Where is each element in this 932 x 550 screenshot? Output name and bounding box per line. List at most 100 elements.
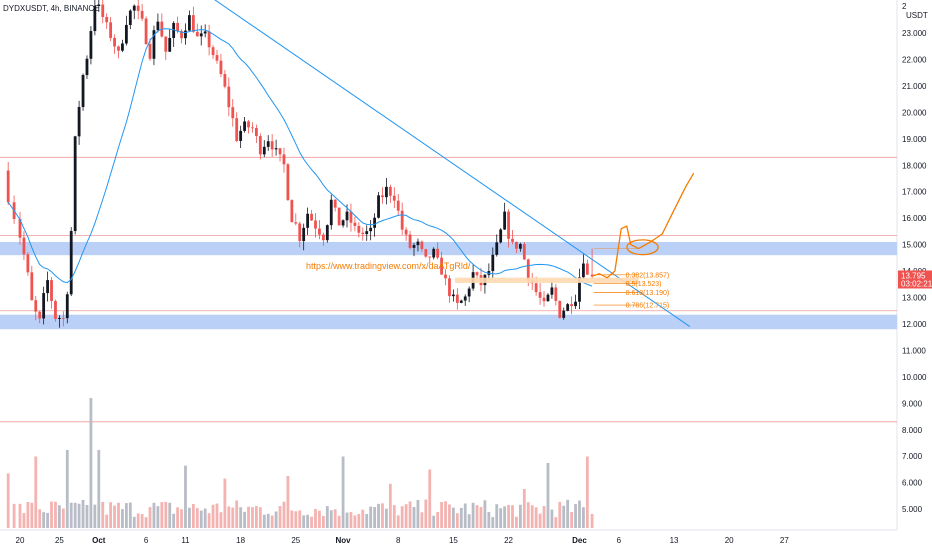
volume-bar — [85, 505, 89, 528]
candle-body — [416, 241, 420, 246]
time-tick-label: 8 — [396, 536, 401, 545]
time-tick-label: 20 — [725, 536, 734, 545]
candle-body — [408, 234, 412, 248]
volume-bar — [188, 507, 191, 528]
drawings[interactable] — [213, 0, 695, 328]
candle-body — [247, 121, 250, 128]
price-tick-label: 12.000 — [902, 320, 927, 329]
volume-bar — [310, 516, 313, 528]
volume-bar — [483, 500, 487, 528]
volume-bar — [365, 513, 369, 528]
volume-bar — [124, 503, 128, 528]
volume-bar — [357, 513, 361, 528]
candle-body — [306, 213, 310, 228]
price-tick-label: 5.000 — [902, 505, 923, 514]
volume-bar — [436, 511, 440, 528]
candle-body — [73, 136, 77, 231]
volume-bar — [329, 510, 333, 528]
volume-bar — [105, 514, 109, 528]
volume-bar — [306, 514, 310, 528]
volume-bar — [503, 506, 507, 528]
volume-bar — [373, 507, 376, 528]
horizontal-lines — [0, 156, 897, 423]
volume-bar — [381, 503, 384, 528]
candle-body — [526, 259, 530, 281]
price-tick-label: 19.000 — [902, 135, 927, 144]
volume-bar — [448, 504, 451, 528]
volume-bar — [223, 478, 227, 528]
price-tick-label: 10.000 — [902, 373, 927, 382]
price-tick-label: 15.000 — [902, 241, 927, 250]
candle-body — [294, 222, 298, 224]
volume-bar — [491, 517, 495, 528]
volume-bar — [420, 512, 424, 528]
volume-bar — [58, 505, 61, 528]
volume-bar — [203, 508, 207, 528]
volume-bar — [113, 505, 116, 528]
volume-bar — [550, 509, 554, 528]
candle-body — [491, 254, 495, 272]
candle-body — [515, 241, 518, 249]
candle-body — [534, 283, 538, 293]
candle-body — [302, 227, 306, 242]
price-axis[interactable]: 23.000 22.000 21.000 20.000 19.000 18.000 17.0… — [896, 0, 927, 530]
candle-body — [392, 195, 396, 201]
volume-bar — [404, 504, 408, 528]
candle-body — [546, 294, 550, 302]
volume-bar — [266, 513, 270, 528]
price-tick-label: 22.000 — [902, 55, 927, 64]
candle-body — [286, 164, 290, 201]
volume-bar — [396, 515, 400, 528]
time-axis[interactable]: 20 25 Oct 6 11 18 25 Nov 8 15 22 Dec 6 13 20 27 — [0, 529, 897, 545]
volume-bar — [361, 509, 365, 528]
volume-bars — [6, 398, 594, 528]
volume-bar — [69, 502, 73, 528]
volume-bar — [156, 506, 160, 528]
candle-body — [65, 294, 69, 319]
candle-body — [448, 278, 451, 297]
volume-bar — [144, 517, 148, 528]
volume-bar — [452, 507, 455, 528]
candle-body — [203, 31, 207, 34]
volume-bar — [424, 499, 428, 528]
candle-body — [388, 186, 392, 196]
price-tick-label: 7.000 — [902, 452, 923, 461]
candle-body — [550, 287, 554, 295]
watermark-url[interactable]: https://www.tradingview.com/x/daATgRld/ — [306, 261, 471, 271]
volume-bar — [400, 506, 404, 528]
volume-bar — [416, 499, 420, 528]
candle-body — [428, 256, 432, 258]
fib-level-label: 0.618(13.190) — [626, 290, 670, 297]
volume-bar — [471, 502, 475, 528]
volume-bar — [136, 513, 140, 528]
volume-bar — [121, 509, 124, 528]
candle-body — [274, 148, 278, 150]
time-tick-label: 15 — [449, 536, 458, 545]
candle-body — [495, 242, 499, 255]
last-price-badge-bg — [898, 270, 932, 289]
candle-body — [22, 237, 26, 255]
price-tick-label: 6.000 — [902, 479, 923, 488]
candle-body — [349, 211, 353, 223]
candle-body — [109, 22, 113, 38]
candle-body — [310, 213, 313, 221]
volume-bar — [515, 516, 518, 528]
volume-bar — [377, 503, 380, 528]
candle-body — [518, 244, 522, 249]
candle-body — [574, 301, 577, 307]
volume-bar — [251, 507, 254, 528]
candle-body — [243, 121, 246, 131]
volume-bar — [278, 506, 282, 528]
sr-zone — [0, 314, 897, 330]
volume-bar — [207, 513, 211, 528]
volume-bar — [191, 503, 195, 528]
volume-bar — [585, 456, 589, 528]
volume-bar — [530, 505, 534, 528]
candle-body — [444, 274, 447, 279]
candle-body — [105, 16, 109, 23]
candle-body — [542, 297, 546, 302]
volume-bar — [148, 507, 152, 528]
volume-bar — [526, 502, 530, 528]
candle-body — [475, 272, 479, 276]
